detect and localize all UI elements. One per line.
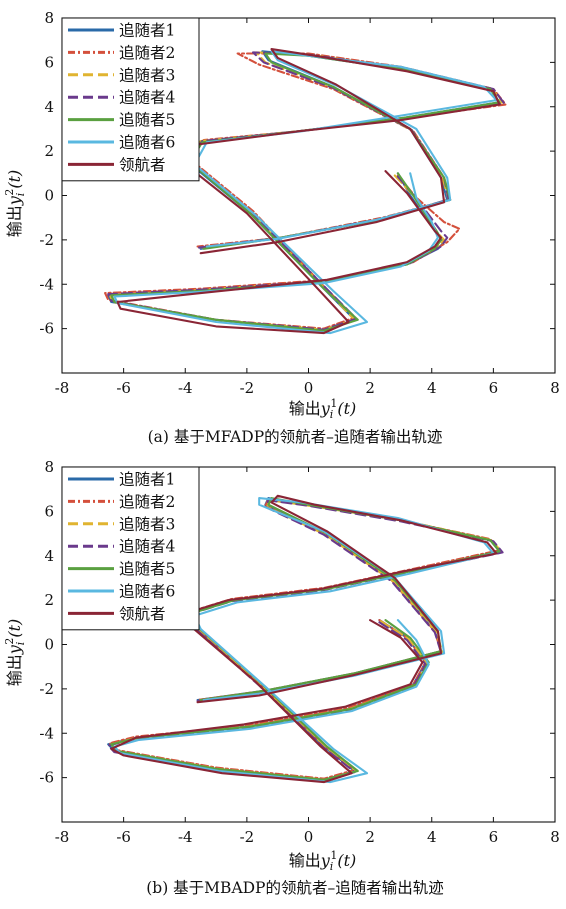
legend-label-1: 追随者1 bbox=[119, 22, 175, 40]
panel-caption: (b) 基于MBADP的领航者–追随者输出轨迹 bbox=[146, 879, 444, 897]
legend-label-7: 领航者 bbox=[119, 605, 166, 623]
legend-label-2: 追随者2 bbox=[119, 44, 175, 62]
x-tick-label: -4 bbox=[178, 379, 193, 397]
y-tick-label: 8 bbox=[44, 9, 54, 27]
legend-box bbox=[61, 466, 200, 631]
legend-label-5: 追随者5 bbox=[119, 560, 175, 578]
series-line-5 bbox=[110, 497, 501, 781]
y-axis-label: 输出yi2(t) bbox=[3, 619, 27, 687]
y-tick-label: -2 bbox=[39, 231, 54, 249]
chart-panel-a: -8 -6 -4 -2 0 2 4 6 8 -6 -4 -2 0 2 4 6 8 追随者1 追随者2 追随者3 追随者4… bbox=[3, 9, 560, 446]
legend-label-5: 追随者5 bbox=[119, 111, 175, 129]
x-tick-label: 2 bbox=[365, 828, 375, 846]
y-tick-label: 2 bbox=[44, 142, 54, 160]
y-axis-label: 输出yi2(t) bbox=[3, 170, 27, 238]
legend: 追随者1 追随者2 追随者3 追随者4 追随者5 追随者6 领航者 bbox=[61, 466, 200, 631]
x-tick-label: 2 bbox=[365, 379, 375, 397]
y-tick-label: 8 bbox=[44, 458, 54, 476]
x-tick-label: -6 bbox=[116, 828, 131, 846]
x-tick-label: 0 bbox=[304, 828, 314, 846]
x-tick-label: -2 bbox=[240, 828, 255, 846]
x-tick-label: -8 bbox=[55, 828, 70, 846]
y-tick-label: 6 bbox=[44, 502, 54, 520]
y-tick-label: 6 bbox=[44, 53, 54, 71]
series-line-6 bbox=[113, 50, 498, 335]
legend-label-6: 追随者6 bbox=[119, 134, 175, 152]
x-axis-label: 输出yi1(t) bbox=[289, 397, 357, 421]
x-tick-label: -6 bbox=[116, 379, 131, 397]
legend-label-7: 领航者 bbox=[119, 156, 166, 174]
y-tick-label: 2 bbox=[44, 591, 54, 609]
y-tick-label: -6 bbox=[39, 769, 54, 787]
legend-label-1: 追随者1 bbox=[119, 471, 175, 489]
y-tick-label: -4 bbox=[39, 724, 54, 742]
legend-label-3: 追随者3 bbox=[119, 515, 175, 533]
x-tick-label: 8 bbox=[550, 379, 560, 397]
series-line-7 bbox=[110, 494, 498, 784]
x-tick-label: -4 bbox=[178, 828, 193, 846]
x-tick-label: 0 bbox=[304, 379, 314, 397]
x-axis-label: 输出yi1(t) bbox=[289, 849, 357, 873]
y-tick-label: -2 bbox=[39, 680, 54, 698]
y-tick-label: -4 bbox=[39, 275, 54, 293]
y-tick-label: 4 bbox=[44, 98, 54, 116]
x-tick-label: 4 bbox=[427, 828, 437, 846]
y-tick-label: -6 bbox=[39, 320, 54, 338]
plot-area bbox=[107, 494, 504, 784]
chart-panel-b: -8 -6 -4 -2 0 2 4 6 8 -6 -4 -2 0 2 4 6 8 追随者1 追随者2 追随者3 追随者4… bbox=[3, 458, 560, 897]
x-tick-label: 4 bbox=[427, 379, 437, 397]
x-tick-label: -2 bbox=[240, 379, 255, 397]
legend-label-4: 追随者4 bbox=[119, 89, 176, 107]
x-tick-label: 8 bbox=[550, 828, 560, 846]
y-tick-label: 4 bbox=[44, 547, 54, 565]
legend-box bbox=[61, 17, 200, 182]
x-tick-label: 6 bbox=[489, 379, 499, 397]
panel-caption: (a) 基于MFADP的领航者–追随者输出轨迹 bbox=[148, 428, 443, 446]
x-tick-label: 6 bbox=[489, 828, 499, 846]
legend: 追随者1 追随者2 追随者3 追随者4 追随者5 追随者6 领航者 bbox=[61, 17, 200, 182]
legend-label-2: 追随者2 bbox=[119, 493, 175, 511]
y-tick-label: 0 bbox=[44, 187, 54, 205]
legend-label-3: 追随者3 bbox=[119, 66, 175, 84]
legend-label-6: 追随者6 bbox=[119, 583, 175, 601]
x-tick-label: -8 bbox=[55, 379, 70, 397]
y-tick-label: 0 bbox=[44, 636, 54, 654]
legend-label-4: 追随者4 bbox=[119, 538, 176, 556]
